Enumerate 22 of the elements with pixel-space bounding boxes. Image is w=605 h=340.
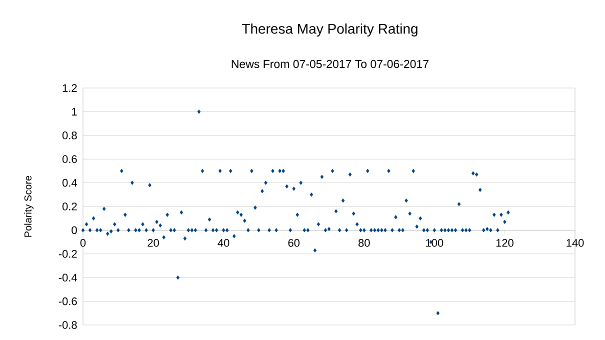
x-tick-label: 60 bbox=[288, 239, 300, 247]
y-tick-label: 0.2 bbox=[62, 202, 77, 210]
y-tick-label: -0.2 bbox=[58, 250, 77, 258]
x-tick-label: 40 bbox=[218, 239, 230, 247]
y-tick-label: 0.6 bbox=[62, 155, 77, 163]
x-tick-label: 0 bbox=[80, 239, 86, 247]
y-tick-label: 0.8 bbox=[62, 132, 77, 140]
x-tick-label: 140 bbox=[566, 239, 584, 247]
y-tick-label: 1 bbox=[72, 108, 77, 116]
y-tick-label: 0.4 bbox=[62, 178, 78, 187]
y-tick-label: -0.6 bbox=[58, 297, 77, 306]
y-tick-label: -0.8 bbox=[58, 321, 77, 329]
chart-subtitle: News From 07-05-2017 To 07-06-2017 bbox=[232, 60, 428, 68]
x-tick-label: 20 bbox=[148, 239, 159, 247]
y-tick-label: 1.2 bbox=[62, 84, 77, 92]
y-tick-label: -0.4 bbox=[58, 274, 77, 282]
x-tick-label: 80 bbox=[358, 239, 370, 247]
x-tick-label: 100 bbox=[426, 239, 444, 247]
x-tick-label: 120 bbox=[496, 239, 514, 247]
y-axis-title: Polarity Score bbox=[24, 176, 34, 237]
chart-title: Theresa May Polarity Rating bbox=[242, 23, 418, 37]
y-tick-label: 0 bbox=[72, 226, 77, 234]
